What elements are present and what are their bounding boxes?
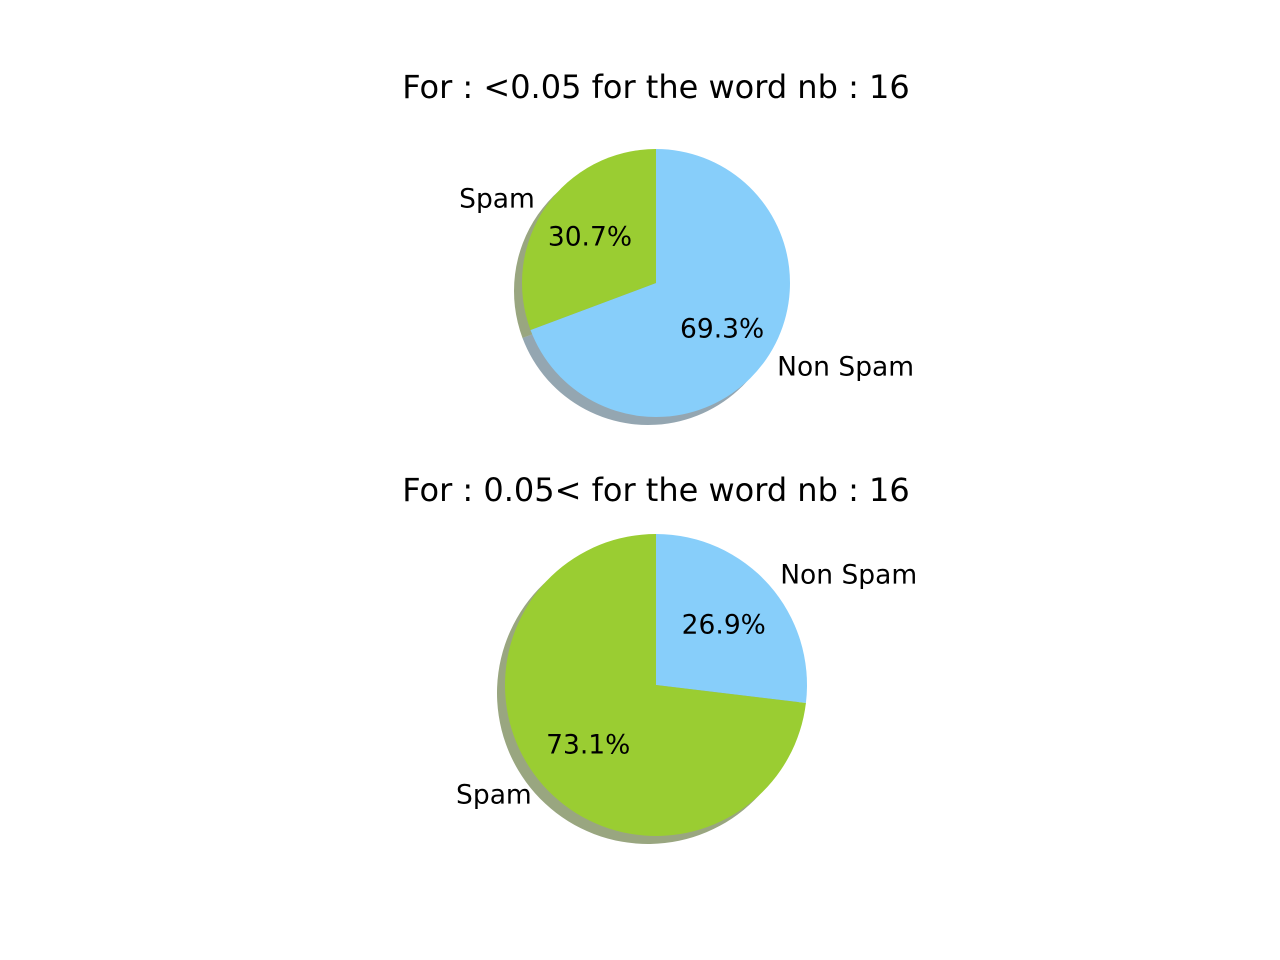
chart-2-title: For : 0.05< for the word nb : 16 — [402, 471, 909, 509]
pie-1-slice-non-spam — [530, 149, 790, 417]
pie-1-label-spam: Spam — [459, 184, 535, 215]
pie-2-label-non-spam: Non Spam — [780, 559, 917, 590]
chart-1-title: For : <0.05 for the word nb : 16 — [402, 68, 909, 106]
pie-2-label-spam: Spam — [456, 780, 532, 811]
pie-chart-2: For : 0.05< for the word nb : 16 26.9% No… — [402, 471, 917, 845]
pie-1-slice-spam — [522, 149, 656, 330]
pie-chart-1: For : <0.05 for the word nb : 16 69.3% No… — [402, 68, 914, 425]
pie-2-slice-spam — [505, 534, 806, 837]
pie-1-label-non-spam: Non Spam — [777, 351, 914, 382]
pie-1-pct-label-spam: 30.7% — [548, 222, 632, 253]
pie-2-slice-non-spam — [656, 534, 807, 703]
pie-1-pct-label-non-spam: 69.3% — [680, 313, 764, 344]
pie-2-pct-label-non-spam: 26.9% — [682, 609, 766, 640]
pie-2-slices: 26.9% Non Spam 73.1% Spam — [456, 534, 917, 845]
pie-1-slices: 69.3% Non Spam 30.7% Spam — [459, 149, 914, 425]
pie-2-pct-label-spam: 73.1% — [546, 730, 630, 761]
